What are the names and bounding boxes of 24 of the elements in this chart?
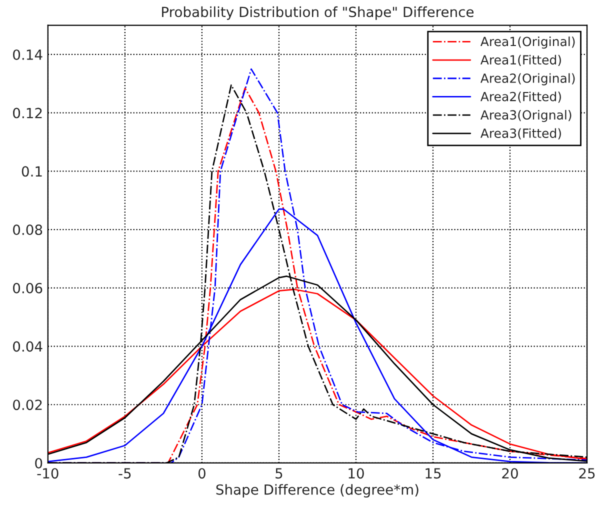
legend-label: Area3(Fitted) [480, 128, 561, 140]
y-tick-label: 0.14 [13, 49, 42, 60]
legend-label: Area3(Orignal) [480, 110, 572, 122]
y-tick-label: 0.04 [13, 341, 42, 352]
x-tick-label: -10 [37, 468, 58, 479]
x-tick-label: 0 [198, 468, 206, 479]
y-tick-label: 0.06 [13, 282, 42, 294]
y-tick-label: 0.02 [13, 400, 42, 410]
legend-label: Area2(Fitted) [480, 92, 561, 103]
y-tick-label: 0.12 [13, 108, 42, 118]
legend-label: Area1(Fitted) [480, 54, 561, 66]
x-tick-label: 10 [348, 468, 364, 479]
legend-label: Area2(Original) [480, 73, 575, 86]
legend-label: Area1(Original) [480, 36, 575, 49]
x-tick-label: 25 [579, 468, 595, 479]
y-tick-label: 0.1 [22, 166, 42, 177]
y-tick-label: 0.08 [13, 224, 42, 236]
x-tick-label: 5 [276, 468, 282, 479]
x-tick-label: -5 [118, 468, 131, 479]
chart-title: Probability Distribution of "Shape" Difference [162, 6, 474, 20]
x-tick-label: 15 [426, 468, 441, 479]
x-tick-label: 20 [502, 468, 518, 479]
y-tick-label: 0 [35, 458, 42, 468]
x-axis-title: Shape Difference (degree*m) [216, 484, 418, 498]
